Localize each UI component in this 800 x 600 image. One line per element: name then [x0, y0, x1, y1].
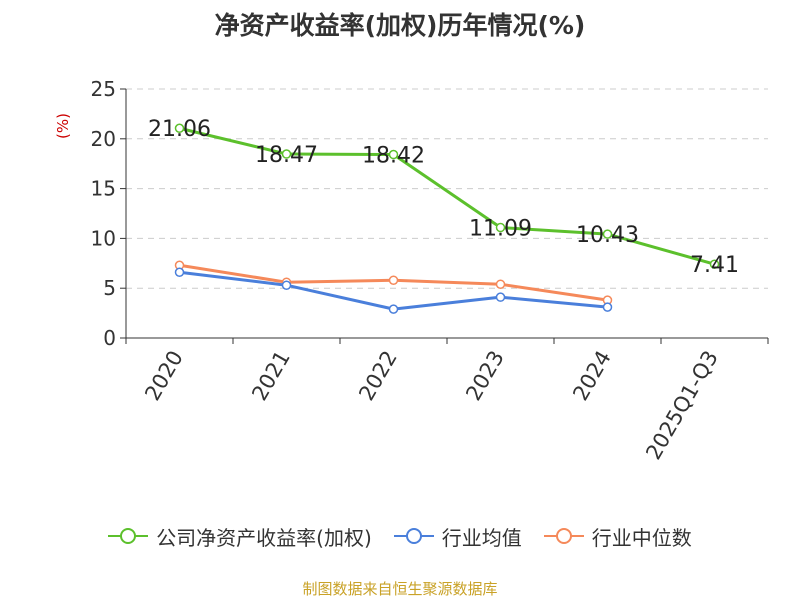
legend-circle [405, 528, 422, 544]
data-label: 18.42 [362, 144, 425, 169]
data-point [709, 259, 720, 269]
data-label: 11.09 [469, 217, 532, 242]
data-point [388, 149, 399, 160]
y-axis-label: (%) [54, 113, 72, 139]
data-point [602, 302, 613, 312]
y-tick-label: 5 [103, 276, 116, 300]
data-point [495, 279, 506, 289]
legend-item[interactable]: 行业中位数 [543, 522, 692, 551]
legend-label: 行业中位数 [591, 525, 692, 550]
data-point [281, 149, 292, 159]
x-tick-label: 2020 [140, 347, 188, 405]
y-tick-label: 10 [91, 226, 116, 250]
y-tick-label: 15 [91, 177, 116, 201]
chart-title: 净资产收益率(加权)历年情况(%) [214, 11, 586, 40]
data-label: 10.43 [576, 223, 639, 248]
y-tick-label: 0 [103, 326, 116, 350]
data-point [495, 292, 506, 302]
data-label: 18.47 [255, 143, 318, 168]
source-note: 制图数据来自恒生聚源数据库 [302, 580, 498, 598]
legend-circle [555, 528, 572, 544]
series [174, 123, 720, 314]
legend-item[interactable]: 行业均值 [393, 522, 522, 551]
legend-marker-icon [108, 528, 149, 544]
legend: 公司净资产收益率(加权) 行业均值 行业中位数 [0, 518, 800, 554]
data-point [174, 123, 185, 133]
x-tick-label: 2025Q1-Q3 [641, 347, 723, 464]
data-point [495, 222, 506, 233]
y-tick-label: 25 [91, 77, 116, 101]
data-point [281, 280, 292, 290]
data-label: 21.06 [148, 117, 211, 142]
data-point [388, 275, 399, 285]
legend-label: 公司净资产收益率(加权) [156, 525, 372, 550]
legend-item[interactable]: 公司净资产收益率(加权) [108, 522, 372, 551]
legend-marker-icon [543, 528, 584, 544]
legend-circle [120, 528, 137, 544]
y-tick-label: 20 [91, 127, 116, 151]
legend-marker-icon [393, 528, 434, 544]
x-tick-label: 2023 [461, 347, 509, 405]
legend-label: 行业均值 [441, 525, 522, 550]
x-tick-label: 2021 [247, 347, 295, 405]
data-labels: 21.06 18.47 18.42 11.09 10.43 7.41 [148, 117, 739, 278]
x-tick-label: 2024 [568, 347, 616, 405]
data-point [602, 229, 613, 239]
x-tick-label: 2022 [354, 347, 402, 405]
data-label: 7.41 [690, 253, 739, 278]
data-point [174, 267, 185, 278]
grid-lines [126, 88, 768, 289]
data-point [388, 304, 399, 314]
series-line [179, 126, 715, 266]
